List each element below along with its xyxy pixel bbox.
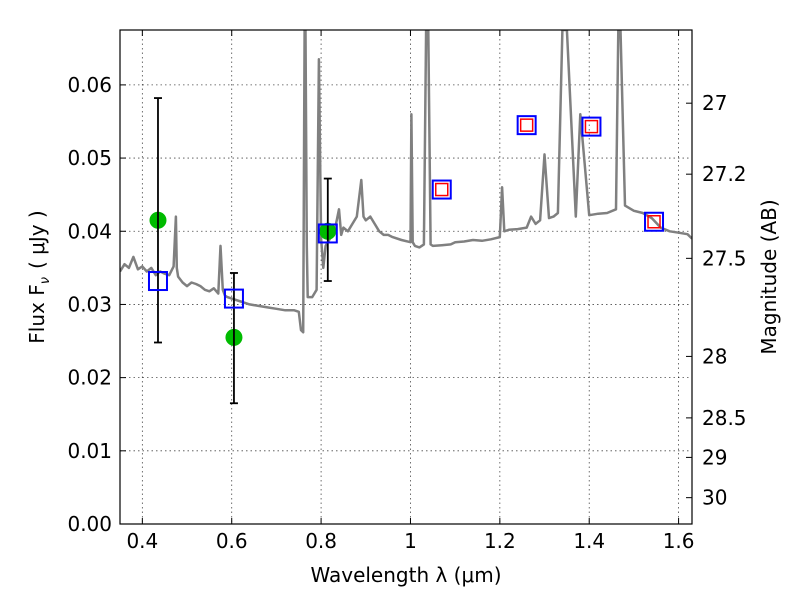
x-tick-label: 0.4 bbox=[126, 529, 158, 553]
model-photometry-square bbox=[317, 223, 338, 244]
predicted-flux-square bbox=[584, 119, 599, 134]
y2-tick-label: 27.2 bbox=[702, 162, 747, 186]
y2-tick-label: 28.5 bbox=[702, 406, 747, 430]
y-axis-label-group: Flux Fν ( μJy ) bbox=[25, 210, 53, 343]
x-tick-label: 0.8 bbox=[305, 529, 337, 553]
y-axis-label: Flux Fν ( μJy ) bbox=[25, 210, 53, 343]
y-tick-label: 0.00 bbox=[67, 512, 112, 536]
axis-ticks: 0.4 0.6 0.8 1 1.2 1.4 1.6 0.00 0.01 0.02 0.03 0.04 0… bbox=[67, 30, 747, 553]
y2-tick-label: 30 bbox=[702, 486, 727, 510]
x-tick-label: 1 bbox=[404, 529, 417, 553]
y2-tick-label: 28 bbox=[702, 344, 727, 368]
y-axis-label-subscript: ν bbox=[38, 277, 53, 284]
y-tick-label: 0.03 bbox=[67, 292, 112, 316]
predicted-flux-square bbox=[647, 214, 661, 229]
x-tick-label: 1.2 bbox=[484, 529, 516, 553]
model-photometry-square bbox=[147, 271, 168, 292]
y-axis-label-main: Flux F bbox=[25, 284, 49, 343]
model-spectrum-line bbox=[120, 30, 692, 334]
y-tick-label: 0.02 bbox=[67, 366, 112, 390]
y-tick-label: 0.06 bbox=[67, 73, 112, 97]
x-tick-label: 0.6 bbox=[216, 529, 248, 553]
x-tick-label: 1.6 bbox=[663, 529, 695, 553]
model-photometry-square bbox=[431, 179, 452, 200]
y-tick-label: 0.04 bbox=[67, 219, 112, 243]
y2-axis-label: Magnitude (AB) bbox=[757, 199, 781, 354]
model-photometry-square bbox=[223, 288, 244, 309]
y2-tick-label: 27.5 bbox=[702, 246, 747, 270]
x-axis-label: Wavelength λ (μm) bbox=[310, 563, 501, 587]
y2-tick-label: 29 bbox=[702, 445, 727, 469]
y-tick-label: 0.01 bbox=[67, 439, 112, 463]
predicted-flux-square bbox=[435, 182, 449, 197]
x-tick-label: 1.4 bbox=[573, 529, 605, 553]
plot-frame bbox=[119, 29, 693, 525]
y-axis-label-unit: ( μJy ) bbox=[25, 210, 49, 269]
model-photometry-square bbox=[581, 116, 602, 137]
model-photometry-square bbox=[516, 115, 537, 136]
plot-area bbox=[120, 30, 692, 405]
y2-tick-label: 27 bbox=[702, 91, 727, 115]
predicted-flux-square bbox=[519, 118, 534, 132]
y-tick-label: 0.05 bbox=[67, 146, 112, 170]
model-photometry-square bbox=[644, 211, 665, 232]
